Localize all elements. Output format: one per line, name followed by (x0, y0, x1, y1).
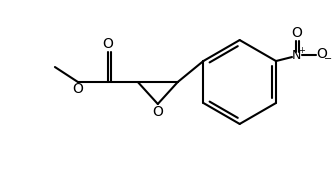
Text: −: − (324, 54, 332, 64)
Text: N: N (291, 49, 301, 62)
Text: O: O (72, 82, 83, 96)
Text: O: O (291, 26, 302, 40)
Text: +: + (298, 46, 305, 55)
Text: O: O (152, 105, 163, 119)
Text: O: O (102, 37, 113, 51)
Text: O: O (316, 47, 327, 61)
